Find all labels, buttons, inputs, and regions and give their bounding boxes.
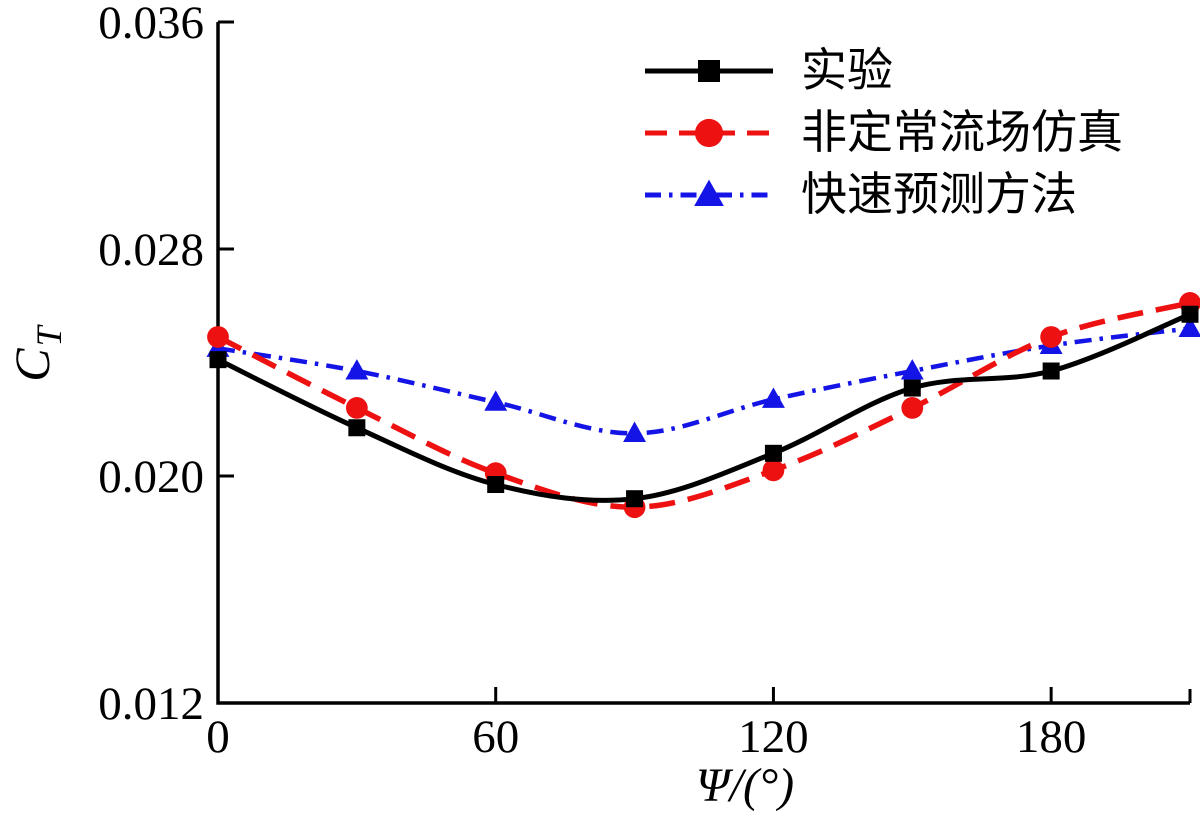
legend-key-marker — [694, 179, 724, 206]
series-marker-0 — [1042, 362, 1060, 380]
series-marker-0 — [626, 490, 644, 508]
x-tick-label: 180 — [1016, 711, 1087, 763]
y-tick-label: 0.012 — [98, 678, 204, 730]
x-tick-label: 60 — [472, 711, 519, 763]
series-line-0 — [216, 311, 1191, 503]
series-marker-0 — [1181, 305, 1199, 323]
legend-label: 非定常流场仿真 — [801, 107, 1123, 158]
legend-key-dashed-circle-icon — [645, 118, 773, 148]
legend: 实验 非定常流场仿真 快速预测方法 — [643, 40, 1123, 226]
legend-key-dashdot-triangle-icon — [645, 179, 773, 206]
y-tick-label: 0.036 — [98, 0, 204, 49]
legend-key-marker — [694, 118, 724, 148]
series-marker-1 — [207, 326, 229, 348]
legend-key-marker — [698, 60, 720, 82]
legend-label: 快速预测方法 — [801, 169, 1077, 220]
series-line-2 — [217, 326, 1191, 436]
series-marker-0 — [903, 379, 921, 397]
series-marker-0 — [348, 419, 366, 437]
legend-item-fast-prediction: 快速预测方法 — [643, 164, 1123, 226]
series-0 — [209, 305, 1199, 508]
series-marker-2 — [761, 387, 785, 408]
series-marker-1 — [1040, 326, 1063, 348]
x-tick-label: 120 — [738, 711, 809, 763]
series-marker-2 — [484, 390, 508, 411]
series-marker-2 — [623, 421, 647, 442]
legend-item-unsteady-cfd: 非定常流场仿真 — [643, 102, 1123, 164]
series-marker-0 — [764, 444, 782, 462]
series-marker-0 — [487, 476, 505, 494]
y-tick-label: 0.020 — [98, 451, 204, 503]
y-tick-label: 0.028 — [98, 224, 204, 276]
legend-key-solid-square-icon — [645, 60, 773, 82]
series-marker-0 — [209, 351, 227, 369]
series-1 — [207, 292, 1200, 519]
y-axis-label-subscript: T — [29, 326, 69, 347]
series-marker-1 — [901, 397, 924, 419]
x-tick-label: 0 — [206, 711, 230, 763]
series-line-1 — [216, 300, 1191, 510]
legend-label: 实验 — [801, 45, 893, 96]
series-marker-2 — [1178, 316, 1200, 337]
series-marker-1 — [762, 459, 785, 482]
x-axis-label: Ψ/(°) — [695, 759, 795, 812]
y-axis-label-symbol: C — [4, 348, 60, 382]
legend-item-experiment: 实验 — [643, 40, 1123, 102]
y-axis-label: CT — [0, 284, 69, 424]
series-marker-2 — [900, 359, 924, 380]
series-marker-2 — [345, 359, 369, 380]
series-marker-1 — [345, 397, 368, 419]
